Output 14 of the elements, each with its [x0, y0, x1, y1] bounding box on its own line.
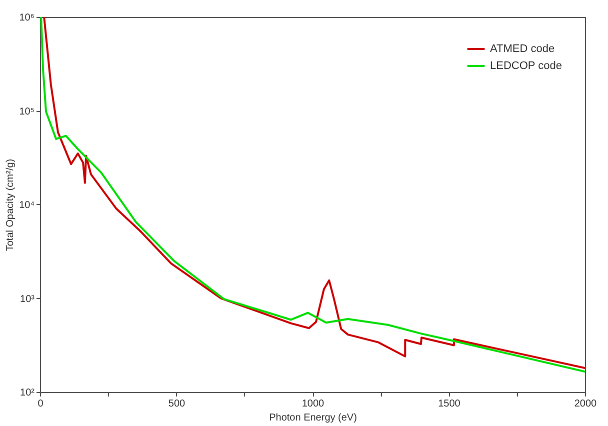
legend-label: ATMED code	[490, 43, 555, 55]
x-axis-title: Photon Energy (eV)	[269, 412, 357, 424]
legend-label: LEDCOP code	[490, 60, 562, 72]
y-tick-label: 10⁶	[19, 12, 34, 24]
y-tick-label: 10²	[20, 388, 36, 398]
y-tick-label: 10⁵	[19, 106, 34, 118]
y-tick-label: 10⁴	[19, 200, 34, 211]
x-tick-label: 500	[168, 398, 186, 410]
x-tick-label: 1500	[438, 398, 461, 410]
x-tick-label: 1000	[302, 398, 325, 410]
y-axis-title: Total Opacity (cm²/g)	[5, 158, 16, 252]
x-tick-label: 0	[38, 398, 44, 410]
x-tick-label: 2000	[574, 398, 598, 410]
y-tick-label: 10³	[20, 294, 36, 305]
